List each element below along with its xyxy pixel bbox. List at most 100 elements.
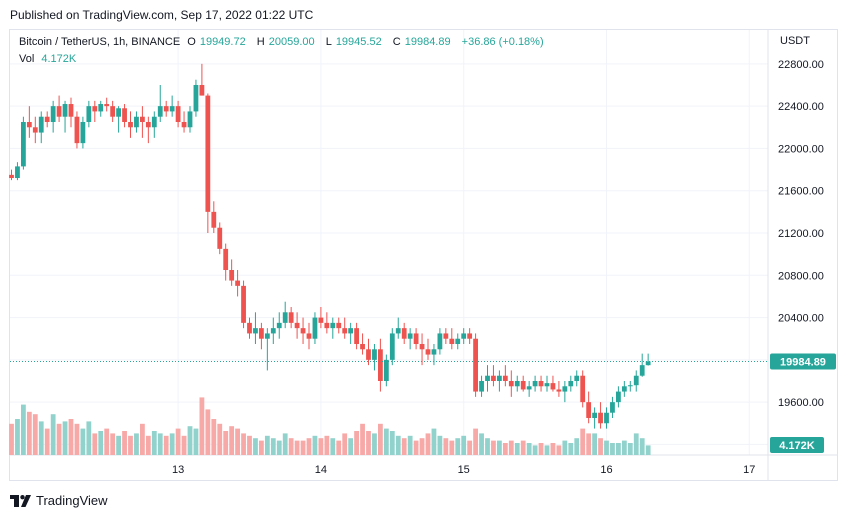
tradingview-logo-icon <box>10 494 31 507</box>
volume-bar <box>639 438 645 455</box>
volume-bar <box>270 438 276 455</box>
close-label: C <box>392 36 401 48</box>
volume-bar <box>514 443 520 455</box>
volume-bar <box>562 440 568 455</box>
volume-bar <box>586 433 592 455</box>
candle-body <box>532 381 538 387</box>
candle-body <box>336 322 342 329</box>
volume-bar <box>598 438 603 455</box>
candle-body <box>15 166 20 179</box>
candle-body <box>134 116 139 128</box>
volume-bar <box>437 435 443 455</box>
candle-body <box>645 361 651 366</box>
volume-bar <box>116 435 121 455</box>
candle-body <box>586 402 592 418</box>
candle-body <box>21 122 26 167</box>
candle-body <box>580 375 586 403</box>
candle-body <box>9 174 14 179</box>
volume-bar <box>621 440 627 455</box>
volume-bar <box>44 428 50 455</box>
candle-body <box>300 328 306 334</box>
x-tick-label: 17 <box>743 464 755 476</box>
candle-body <box>330 322 336 329</box>
y-tick-label: 20800.00 <box>778 270 824 282</box>
volume-bar <box>330 438 336 455</box>
volume-bar <box>491 440 496 455</box>
volume-bar <box>21 404 26 455</box>
volume-bar <box>479 433 484 455</box>
volume-bar <box>241 433 246 455</box>
candle-body <box>187 111 193 128</box>
volume-bar <box>592 433 597 455</box>
volume-bar <box>318 438 324 455</box>
y-tick-label: 22400.00 <box>778 101 824 113</box>
volume-legend: Vol 4.172K <box>19 53 80 65</box>
candle-body <box>491 375 496 381</box>
candle-body <box>181 122 187 128</box>
candle-body <box>449 338 455 344</box>
candle-body <box>44 116 50 122</box>
y-tick-label: 21600.00 <box>778 186 824 198</box>
volume-bar <box>181 435 187 455</box>
y-tick-label: 21200.00 <box>778 228 824 240</box>
volume-bar <box>366 431 371 455</box>
candle-body <box>568 381 574 387</box>
chart-frame <box>9 29 838 481</box>
volume-bar <box>140 423 145 455</box>
low-value: 19945.52 <box>335 36 382 48</box>
volume-bar <box>151 431 157 455</box>
candle-body <box>294 322 300 329</box>
candle-body <box>235 280 240 286</box>
candle-body <box>169 106 175 112</box>
volume-bar <box>306 438 312 455</box>
volume-bar <box>389 431 395 455</box>
x-tick-label: 13 <box>172 464 184 476</box>
candle-body <box>38 116 44 133</box>
candle-body <box>56 106 62 117</box>
candle-body <box>259 328 264 339</box>
candle-body <box>151 116 157 128</box>
y-tick-label: 22800.00 <box>778 59 824 71</box>
volume-bar <box>616 443 621 455</box>
candle-body <box>395 328 401 334</box>
volume-bar <box>645 445 651 455</box>
volume-bar <box>520 440 526 455</box>
volume-bar <box>187 426 193 455</box>
candle-body <box>485 375 490 381</box>
volume-bar <box>235 428 240 455</box>
open-value: 19949.72 <box>199 36 246 48</box>
high-value: 20059.00 <box>268 36 315 48</box>
candle-body <box>205 95 211 212</box>
volume-bar <box>38 421 44 455</box>
volume-bar <box>407 435 413 455</box>
last-volume-tag-label: 4.172K <box>779 440 815 452</box>
candle-body <box>229 270 235 281</box>
volume-bar <box>175 428 181 455</box>
volume-bar <box>502 443 508 455</box>
candle-body <box>616 391 621 403</box>
tradingview-brand[interactable]: TradingView <box>10 493 108 508</box>
volume-bar <box>15 419 20 455</box>
volume-bar <box>497 440 502 455</box>
candle-body <box>383 359 389 381</box>
volume-bar <box>163 435 169 455</box>
candle-body <box>306 333 312 339</box>
candle-body <box>157 106 163 117</box>
open-label: O <box>187 36 196 48</box>
volume-bar <box>568 443 574 455</box>
candle-body <box>68 104 74 117</box>
volume-bar <box>247 435 252 455</box>
candle-body <box>627 385 633 387</box>
volume-bar <box>104 428 110 455</box>
symbol-title[interactable]: Bitcoin / TetherUS, 1h, BINANCE <box>19 36 181 48</box>
volume-bar <box>264 435 270 455</box>
currency-label: USDT <box>780 35 810 47</box>
volume-bar <box>633 433 639 455</box>
high-label: H <box>256 36 265 48</box>
volume-bar <box>580 428 586 455</box>
candle-body <box>461 333 467 339</box>
candle-body <box>163 106 169 112</box>
candle-body <box>199 85 205 96</box>
volume-bar <box>604 440 609 455</box>
